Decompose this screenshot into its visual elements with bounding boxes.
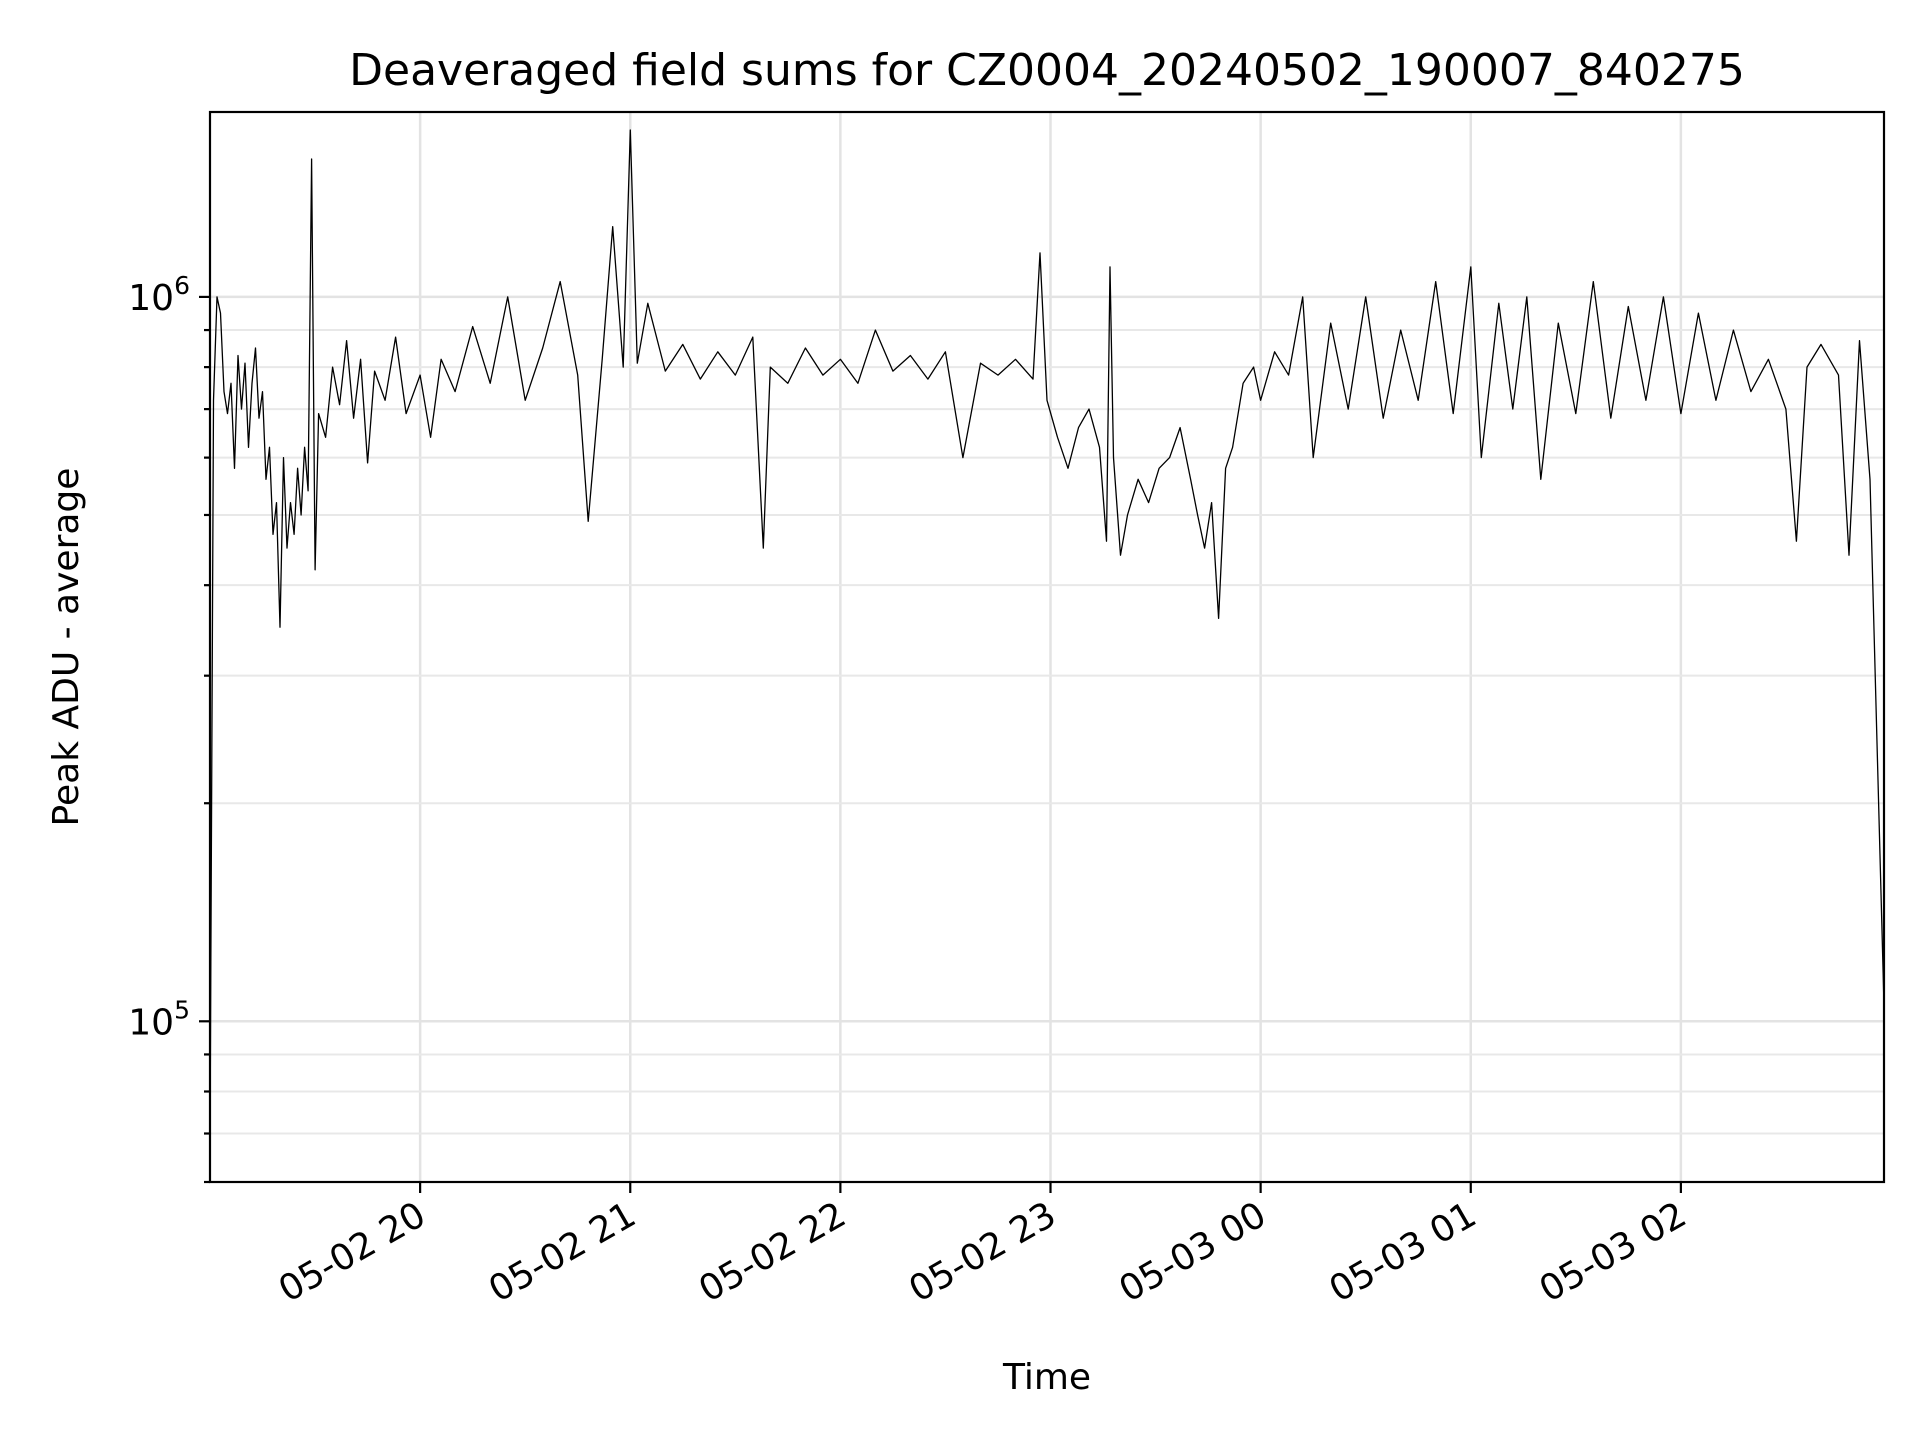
y-axis-label: Peak ADU - average	[46, 468, 87, 827]
y-tick-label: 105	[128, 995, 190, 1043]
series-line	[209, 129, 1885, 1143]
x-axis-label: Time	[1002, 1357, 1091, 1398]
plot-frame	[208, 110, 1886, 1184]
series-layer	[209, 129, 1885, 1143]
y-tick-label: 106	[128, 271, 190, 319]
chart-title: Deaveraged field sums for CZ0004_2024050…	[349, 45, 1745, 96]
